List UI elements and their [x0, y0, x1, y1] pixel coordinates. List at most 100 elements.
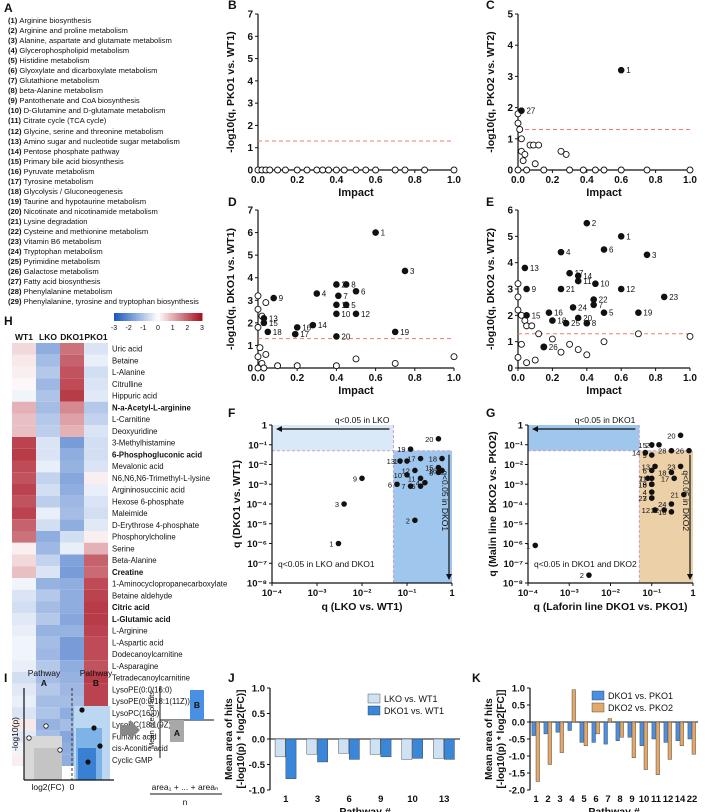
pathway-item: (11) Citrate cycle (TCA cycle) — [8, 116, 107, 126]
heatmap-row-label: Tetradecanoylcarnitine — [112, 674, 190, 683]
pathway-item: (16) Pyruvate metabolism — [8, 166, 95, 176]
point-label: 13 — [269, 314, 278, 323]
filled-point — [648, 481, 655, 488]
x-tick-label: 0.6 — [369, 373, 383, 384]
open-point — [566, 166, 574, 174]
filled-point — [648, 467, 655, 474]
heatmap-row-label: Uric acid — [112, 345, 142, 354]
x-tick-label: 11 — [651, 794, 662, 805]
point-label: 4 — [643, 488, 647, 497]
heatmap-cell — [36, 495, 60, 508]
open-point — [528, 322, 536, 330]
x-tick-label: 10⁻¹ — [642, 588, 661, 599]
heatmap-cell — [84, 460, 108, 473]
point-label: 6 — [388, 480, 392, 489]
bar — [547, 721, 552, 765]
heatmap-row-label: Maleimide — [112, 509, 148, 518]
filled-point — [668, 509, 675, 515]
heatmap-cell — [36, 589, 60, 602]
x-tick-label: 5 — [581, 794, 587, 805]
heatmap-cell — [36, 413, 60, 426]
filled-point — [652, 507, 658, 513]
open-point — [643, 166, 651, 174]
heatmap-cell — [60, 354, 84, 367]
heatmap-column: LKO — [39, 332, 57, 342]
bar — [579, 721, 584, 743]
bar — [317, 738, 328, 763]
x-axis-label: log2(FC) — [31, 782, 64, 792]
open-point — [421, 166, 429, 174]
heatmap-cell — [60, 437, 84, 449]
y-tick-label: 4 — [247, 76, 253, 87]
heatmap-row-label: LysoPC(18:1(9Z)) — [112, 721, 174, 730]
x-tick-label: 0.8 — [649, 175, 663, 186]
panel-letter: D — [228, 195, 237, 209]
heatmap-cell — [36, 613, 60, 625]
colorbar-cell — [122, 313, 125, 321]
panel-letter: G — [486, 406, 495, 420]
point-label: 10 — [394, 471, 402, 480]
x-tick-label: 0.0 — [251, 175, 265, 186]
bar-b — [190, 690, 204, 720]
heatmap-row-label: 3-Methylhistamine — [112, 439, 175, 448]
filled-point — [394, 481, 400, 488]
legend-swatch — [591, 702, 605, 713]
filled-point — [417, 455, 424, 462]
bar — [679, 721, 684, 746]
heatmap-row-label: 6-Phosphogluconic acid — [112, 450, 202, 459]
point-label: 18 — [557, 317, 566, 326]
filled-point — [270, 294, 277, 302]
pathway-item: (14) Pentose phosphate pathway — [8, 146, 120, 156]
pathway-item: (25) Pyrimidine metabolism — [8, 257, 101, 267]
open-point — [521, 150, 529, 158]
filled-point — [661, 507, 667, 513]
open-point — [617, 166, 625, 174]
open-point — [535, 141, 543, 149]
point-label: 23 — [667, 462, 675, 471]
filled-point — [333, 301, 340, 309]
schematic-point — [57, 747, 63, 753]
legend-label: LKO vs. WT1 — [384, 694, 438, 704]
filled-point — [407, 483, 414, 489]
heatmap-cell — [84, 378, 108, 390]
x-tick-label: 0.6 — [614, 373, 628, 384]
filled-point — [293, 324, 301, 331]
colorbar-cell — [188, 313, 191, 321]
heatmap-cell — [36, 343, 60, 355]
point-label: 2 — [592, 219, 597, 228]
colorbar-cell — [160, 313, 163, 321]
open-point — [514, 354, 522, 361]
filled-point — [648, 495, 655, 501]
open-point — [254, 323, 262, 331]
open-point — [319, 166, 327, 174]
filled-point — [648, 489, 655, 495]
y-tick-label: 10⁻⁷ — [503, 559, 523, 570]
schematic-point — [26, 735, 32, 741]
x-tick-label: 13 — [439, 794, 450, 805]
filled-point — [417, 475, 424, 482]
bar — [631, 721, 636, 758]
filled-point — [422, 479, 428, 486]
x-tick-label: 1.0 — [683, 175, 697, 186]
open-point — [574, 346, 582, 354]
bar — [667, 721, 672, 760]
bar-b-label: B — [194, 700, 200, 710]
panel-letter: J — [228, 671, 235, 685]
y-tick-label: 10⁻⁵ — [247, 519, 267, 530]
pathway-item: (2) Arginine and proline metabolism — [8, 26, 128, 36]
filled-point — [617, 285, 625, 293]
heatmap-cell — [36, 401, 60, 414]
colorbar-cell — [142, 313, 145, 321]
filled-point — [372, 229, 379, 236]
heatmap-cell — [84, 484, 108, 496]
x-tick-label: 1.0 — [447, 373, 461, 384]
heatmap-cell — [36, 625, 60, 637]
colorbar-cell — [168, 313, 171, 321]
formula-denominator: n — [183, 797, 188, 807]
heatmap-row-label: Serine — [112, 544, 135, 553]
heatmap-cell — [60, 601, 84, 614]
y-tick-label: 2 — [247, 121, 253, 132]
heatmap-cell — [84, 495, 108, 508]
heatmap-cell — [60, 472, 84, 484]
